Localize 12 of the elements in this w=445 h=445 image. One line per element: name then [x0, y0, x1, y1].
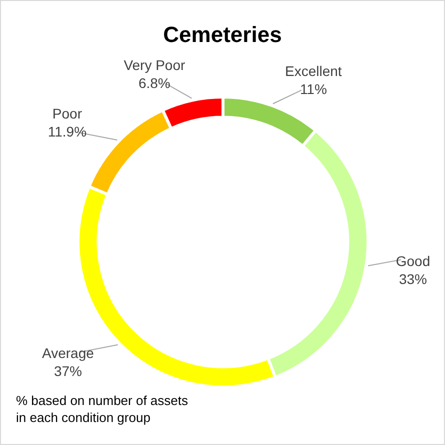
data-label: 37% [54, 363, 82, 380]
slice-label: Good [396, 252, 430, 269]
slice-label: Very Poor [124, 56, 186, 73]
data-label: 11% [300, 81, 327, 98]
data-label: 11.9% [48, 124, 87, 140]
slice-label: Poor [52, 106, 82, 122]
text: % based on number of assets in each condition group [16, 392, 189, 426]
data-label: 6.8% [138, 74, 170, 91]
slice-label: Average [42, 345, 94, 362]
slice-label: Excellent [285, 63, 342, 80]
chart-title: Cemeteries [163, 22, 282, 47]
data-label: 33% [398, 270, 428, 287]
